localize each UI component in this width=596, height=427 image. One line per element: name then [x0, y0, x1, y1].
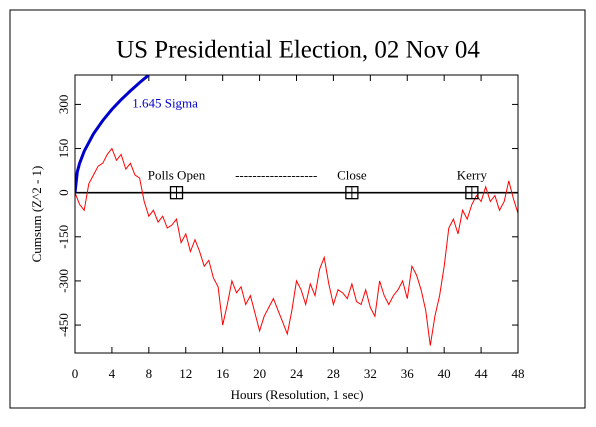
y-axis-label: Cumsum (Z^2 - 1) [29, 166, 44, 263]
series-label: 1.645 Sigma [132, 95, 198, 110]
plot-border [74, 74, 519, 354]
x-tick-label: 4 [109, 366, 116, 381]
x-tick-label: 44 [475, 366, 489, 381]
x-tick-label: 40 [438, 366, 451, 381]
x-tick-label: 0 [72, 366, 79, 381]
y-tick-label: -300 [56, 269, 71, 293]
event-label: Kerry [457, 168, 488, 183]
x-tick-label: 20 [253, 366, 266, 381]
x-tick-label: 28 [327, 366, 340, 381]
y-tick-label: 150 [56, 139, 71, 159]
line-0 [75, 147, 518, 346]
x-tick-label: 36 [401, 366, 415, 381]
x-tick-label: 12 [179, 366, 192, 381]
x-tick-label: 48 [512, 366, 525, 381]
x-tick-label: 16 [216, 366, 230, 381]
x-tick-label: 32 [364, 366, 377, 381]
chart-title: US Presidential Election, 02 Nov 04 [116, 37, 480, 64]
event-label: Polls Open [148, 168, 206, 183]
y-tick-label: -150 [56, 225, 71, 249]
line-1 [75, 75, 150, 193]
x-tick-label: 24 [290, 366, 304, 381]
y-tick-label: 0 [56, 189, 71, 196]
frame [9, 9, 586, 409]
x-tick-label: 8 [146, 366, 153, 381]
dashes: ------------------- [235, 168, 317, 183]
event-label: Close [337, 168, 367, 183]
x-axis-label: Hours (Resolution, 1 sec) [231, 387, 364, 402]
y-tick-label: -450 [56, 313, 71, 337]
y-tick-label: 300 [56, 95, 71, 115]
